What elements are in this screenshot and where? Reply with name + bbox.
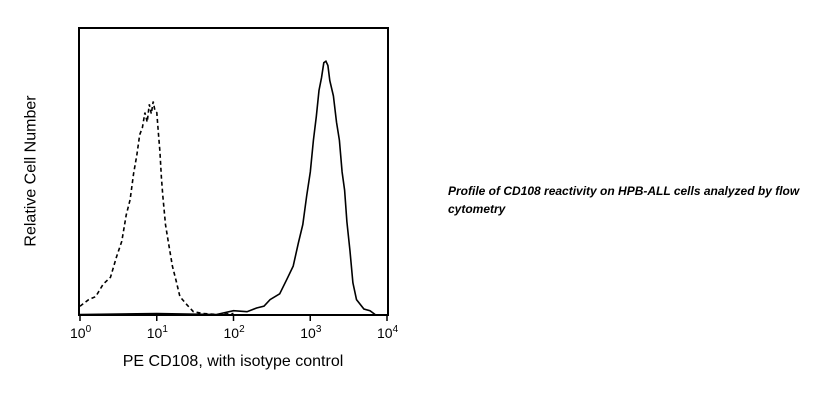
x-tick-label: 101 [147, 324, 169, 341]
x-tick-label: 100 [70, 324, 92, 341]
x-tick-label: 102 [224, 324, 246, 341]
x-tick-label: 103 [300, 324, 322, 341]
x-axis-label: PE CD108, with isotype control [122, 353, 344, 370]
x-tick-label: 104 [377, 324, 399, 341]
series-isotype-control [79, 101, 234, 316]
y-axis-label: Relative Cell Number [23, 95, 41, 247]
y-axis-label-wrap: Relative Cell Number [14, 28, 50, 314]
plot-frame [78, 27, 389, 316]
series-pe-cd108 [79, 59, 376, 316]
figure-caption: Profile of CD108 reactivity on HPB-ALL c… [448, 184, 800, 216]
